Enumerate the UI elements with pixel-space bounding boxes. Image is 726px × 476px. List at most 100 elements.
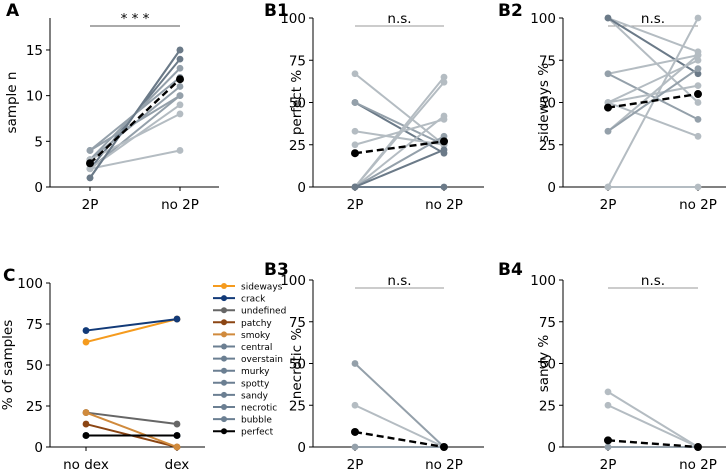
panel-b1: B1 0 25 50 75 100 2P no 2P perfect % n.s. <box>264 1 484 213</box>
y-tick-label: 75 <box>26 317 43 333</box>
series-line <box>354 130 445 146</box>
y-tick-label: 25 <box>26 399 43 415</box>
data-point <box>176 101 184 109</box>
y-tick-label: 25 <box>539 138 556 154</box>
series-line <box>354 72 445 146</box>
y-axis-label: perfect % <box>289 70 305 135</box>
series-line <box>89 48 181 179</box>
series-11 <box>604 183 702 191</box>
data-point <box>176 92 184 100</box>
data-point <box>694 116 702 123</box>
legend-item-sandy: sandy <box>213 391 269 401</box>
data-point <box>694 99 702 106</box>
significance-label: n.s. <box>387 273 411 289</box>
y-tick-label: 100 <box>280 273 306 289</box>
x-tick-label: no 2P <box>679 197 717 213</box>
y-tick-label: 0 <box>297 440 306 456</box>
y-axis-label: necrotic % <box>289 328 305 400</box>
data-point <box>176 55 184 63</box>
legend-label: overstain <box>241 355 283 365</box>
data-point <box>694 70 702 78</box>
series-line <box>607 404 699 448</box>
legend-label: murky <box>241 367 270 377</box>
mean-point <box>604 103 612 112</box>
panel-b4: B4 0 25 50 75 100 2P no 2P sandy % n.s. <box>498 260 726 473</box>
data-point <box>176 147 184 154</box>
y-tick-label: 100 <box>530 11 556 27</box>
legend-label: spotty <box>241 379 270 389</box>
series-7 <box>86 110 184 163</box>
legend-item-undefined: undefined <box>213 307 286 317</box>
legend-item-murky: murky <box>213 367 270 377</box>
series-perfect <box>82 432 181 439</box>
series-line <box>85 318 178 332</box>
series-line <box>607 101 699 138</box>
legend-marker <box>221 367 227 374</box>
data-point <box>604 127 612 135</box>
legend-item-perfect: perfect <box>213 428 274 438</box>
mean-line <box>89 78 181 165</box>
series-6 <box>351 78 448 191</box>
data-point <box>351 443 359 451</box>
legend-item-smoky: smoky <box>213 331 271 341</box>
y-tick-label: 15 <box>26 43 43 59</box>
data-point <box>82 409 90 416</box>
data-point <box>173 432 181 439</box>
x-tick-label: 2P <box>82 197 99 213</box>
series-2 <box>604 14 702 78</box>
significance-label: n.s. <box>641 273 665 289</box>
y-tick-label: 0 <box>547 440 556 456</box>
series-line <box>607 17 699 104</box>
y-tick-label: 50 <box>539 357 556 373</box>
legend-label: perfect <box>241 428 274 438</box>
legend-label: central <box>241 343 272 353</box>
data-point <box>173 315 181 323</box>
data-point <box>173 443 181 451</box>
data-point <box>176 46 184 54</box>
legend-label: undefined <box>241 307 286 317</box>
y-tick-label: 75 <box>289 315 306 331</box>
mean-series <box>604 90 702 112</box>
data-point <box>694 183 702 191</box>
mean-point <box>351 149 359 158</box>
x-tick-label: 2P <box>600 457 617 473</box>
data-point <box>86 174 94 182</box>
series-line <box>85 411 178 448</box>
series-4 <box>604 70 702 123</box>
data-point <box>440 73 448 81</box>
y-tick-label: 25 <box>539 398 556 414</box>
y-tick-label: 10 <box>26 89 43 105</box>
mean-series <box>86 75 184 168</box>
legend-marker <box>221 307 227 314</box>
series-line <box>354 404 445 448</box>
legend-marker <box>221 295 227 302</box>
data-point <box>694 14 702 22</box>
series-0 <box>351 360 448 451</box>
panel-c: C 0 25 50 75 100 no dex dex % of samples sideways… <box>0 266 286 473</box>
panel-label: B1 <box>264 1 289 21</box>
data-point <box>351 141 359 149</box>
series-9 <box>86 147 184 173</box>
series-line <box>354 135 445 188</box>
y-axis-label: sample n <box>4 72 20 134</box>
x-tick-label: no 2P <box>161 197 199 213</box>
data-point <box>351 127 359 135</box>
x-tick-label: no 2P <box>425 197 463 213</box>
mean-point <box>440 137 448 146</box>
data-point <box>604 443 612 451</box>
series-10 <box>86 46 184 182</box>
series-8 <box>86 92 184 154</box>
legend-marker <box>221 343 227 350</box>
legend-marker <box>221 391 227 398</box>
series-line <box>354 362 445 448</box>
x-tick-label: 2P <box>347 197 364 213</box>
mean-point <box>440 443 448 451</box>
x-tick-label: no dex <box>63 457 109 473</box>
series-9 <box>351 146 448 191</box>
data-point <box>176 110 184 118</box>
mean-line <box>354 140 445 155</box>
legend-item-crack: crack <box>213 295 266 305</box>
data-point <box>694 82 702 89</box>
data-point <box>351 360 359 367</box>
legend-item-spotty: spotty <box>213 379 270 389</box>
